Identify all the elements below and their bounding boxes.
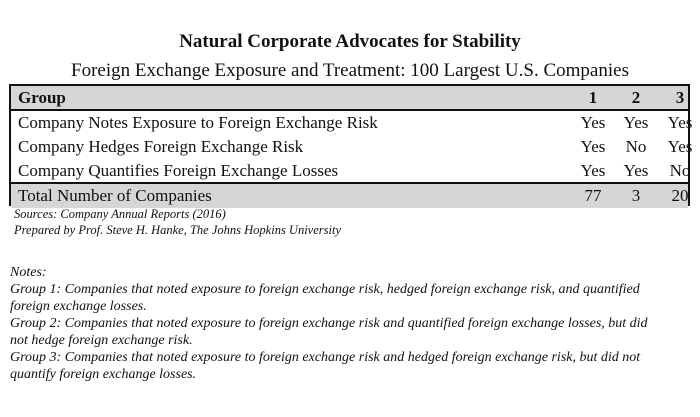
row-cell: Yes bbox=[667, 112, 693, 132]
row-cell: Yes bbox=[623, 112, 649, 132]
note-item: Group 3: Companies that noted exposure t… bbox=[10, 350, 641, 382]
total-cell: 3 bbox=[631, 186, 641, 205]
table-row: Company Quantifies Foreign Exchange Loss… bbox=[11, 159, 690, 182]
row-cell: Yes bbox=[580, 160, 606, 180]
header-col-2: 2 bbox=[631, 87, 641, 107]
table-header-row: Group 1 2 3 bbox=[11, 86, 688, 111]
prepared-by-line: Prepared by Prof. Steve H. Hanke, The Jo… bbox=[14, 223, 342, 237]
page-subtitle: Foreign Exchange Exposure and Treatment:… bbox=[71, 60, 629, 81]
row-cell: Yes bbox=[623, 160, 649, 180]
row-label: Company Hedges Foreign Exchange Risk bbox=[18, 136, 304, 156]
row-cell: Yes bbox=[580, 136, 606, 156]
header-group-label: Group bbox=[18, 87, 66, 107]
table-row: Company Notes Exposure to Foreign Exchan… bbox=[11, 111, 692, 134]
total-label: Total Number of Companies bbox=[18, 186, 212, 205]
row-cell: Yes bbox=[667, 136, 693, 156]
row-label: Company Notes Exposure to Foreign Exchan… bbox=[18, 112, 378, 132]
note-item: Group 2: Companies that noted exposure t… bbox=[10, 316, 648, 348]
row-cell: No bbox=[625, 136, 647, 156]
table-row: Company Hedges Foreign Exchange Risk Yes… bbox=[11, 135, 692, 158]
row-cell: No bbox=[669, 160, 691, 180]
header-col-3: 3 bbox=[675, 87, 685, 107]
header-col-1: 1 bbox=[588, 87, 598, 107]
total-cell: 77 bbox=[584, 186, 602, 205]
page-title: Natural Corporate Advocates for Stabilit… bbox=[179, 31, 521, 52]
exposure-table: Group 1 2 3 Company Notes Exposure to Fo… bbox=[9, 84, 692, 208]
sources-line: Sources: Company Annual Reports (2016) bbox=[14, 207, 226, 221]
notes-heading: Notes: bbox=[10, 265, 47, 280]
total-cell: 20 bbox=[671, 186, 689, 205]
notes-section: Notes: Group 1: Companies that noted exp… bbox=[10, 264, 650, 383]
note-item: Group 1: Companies that noted exposure t… bbox=[10, 282, 640, 314]
table-total-row: Total Number of Companies 77 3 20 bbox=[11, 182, 689, 208]
row-label: Company Quantifies Foreign Exchange Loss… bbox=[18, 160, 339, 180]
row-cell: Yes bbox=[580, 112, 606, 132]
